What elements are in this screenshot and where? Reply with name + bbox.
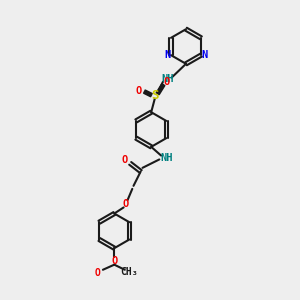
Text: O: O — [122, 155, 128, 165]
Text: O: O — [136, 85, 142, 95]
Text: NH: NH — [160, 153, 172, 163]
Text: O: O — [94, 268, 100, 278]
Text: O: O — [111, 256, 117, 266]
Text: NH: NH — [161, 74, 174, 84]
Text: O: O — [164, 77, 170, 87]
Text: O: O — [122, 199, 128, 208]
Text: CH₃: CH₃ — [121, 267, 138, 277]
Text: S: S — [151, 88, 159, 101]
Text: N: N — [202, 50, 208, 60]
Text: N: N — [164, 50, 170, 60]
